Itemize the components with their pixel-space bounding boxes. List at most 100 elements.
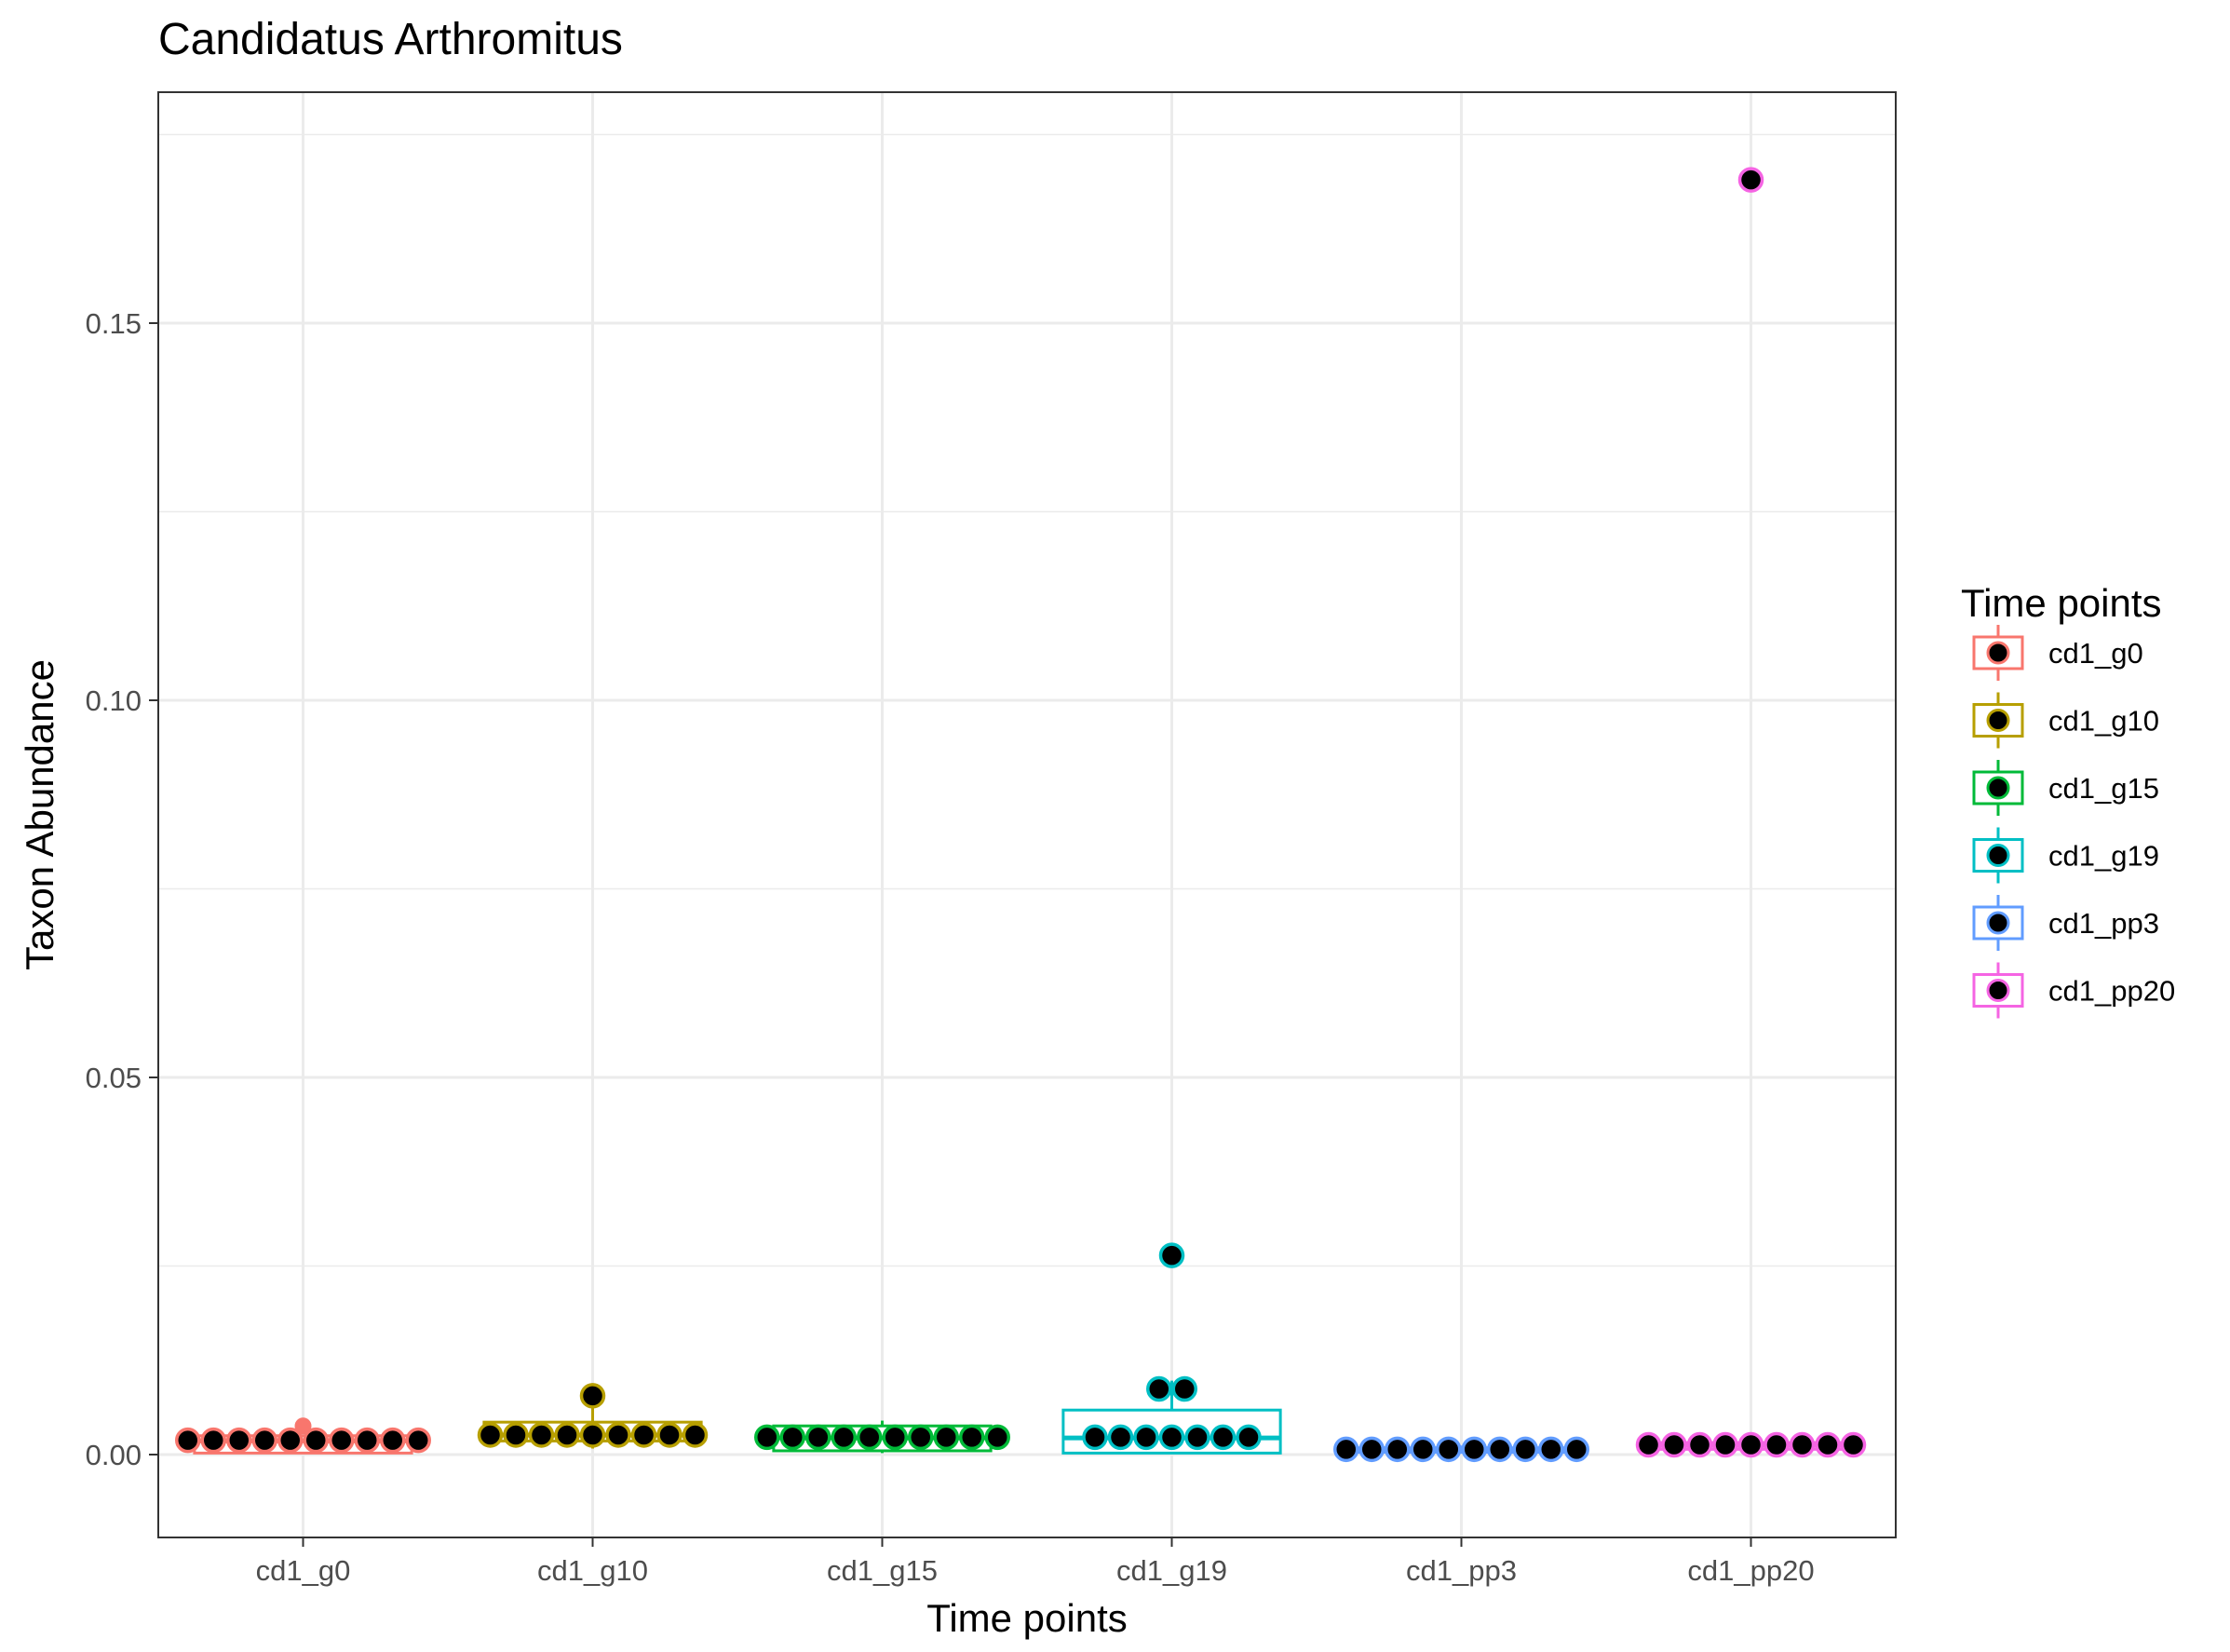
data-point-cd1_g10	[579, 1383, 606, 1409]
legend-item-cd1_g0: cd1_g0	[1972, 625, 2143, 681]
data-point-cd1_g10	[682, 1422, 709, 1448]
x-tick-label: cd1_pp20	[1687, 1554, 1814, 1587]
legend-items: cd1_g0 cd1_g10 cd1_g15 cd1_g19 cd1_pp3 cd1_pp…	[1972, 625, 2175, 1019]
data-point-cd1_g0	[380, 1427, 406, 1454]
data-point-cd1_g0	[329, 1427, 355, 1454]
legend-label: cd1_g19	[2048, 840, 2159, 873]
chart-title: Candidatus Arthromitus	[158, 15, 623, 64]
data-point-cd1_pp3	[1461, 1436, 1487, 1463]
data-point-cd1_g0	[251, 1427, 277, 1454]
y-axis-title: Taxon Abundance	[18, 659, 61, 970]
legend-label: cd1_pp20	[2048, 975, 2175, 1008]
legend-item-cd1_g15: cd1_g15	[1972, 760, 2159, 816]
y-tick-label: 0.10	[86, 684, 142, 717]
legend-key-point	[1986, 641, 2010, 665]
x-tick-label: cd1_g10	[537, 1554, 648, 1587]
data-point-cd1_g19	[1082, 1424, 1108, 1451]
x-tick-label: cd1_g19	[1116, 1554, 1227, 1587]
y-tick-label: 0.15	[86, 307, 142, 340]
legend-item-cd1_g19: cd1_g19	[1972, 827, 2159, 884]
data-point-cd1_g15	[779, 1424, 805, 1451]
data-point-cd1_pp20	[1686, 1431, 1713, 1458]
data-point-cd1_pp20	[1764, 1431, 1790, 1458]
data-point-cd1_g15	[754, 1424, 780, 1451]
data-point-cd1_g0	[200, 1427, 226, 1454]
box-outlier	[294, 1417, 312, 1435]
data-point-cd1_pp20	[1661, 1431, 1687, 1458]
data-point-cd1_g10	[630, 1422, 657, 1448]
data-point-cd1_g0	[405, 1427, 431, 1454]
data-point-cd1_g15	[831, 1424, 857, 1451]
data-point-cd1_pp3	[1410, 1436, 1436, 1463]
data-point-cd1_g19	[1133, 1424, 1159, 1451]
data-point-cd1_pp20	[1789, 1431, 1816, 1458]
data-point-cd1_g15	[805, 1424, 831, 1451]
data-point-cd1_g0	[354, 1427, 380, 1454]
x-tick-label: cd1_pp3	[1406, 1554, 1517, 1587]
x-tick-label: cd1_g15	[827, 1554, 938, 1587]
data-point-cd1_g10	[477, 1422, 504, 1448]
legend-key-point	[1986, 776, 2010, 800]
x-axis: cd1_g0 cd1_g10 cd1_g15 cd1_g19 cd1_pp3 cd1_pp…	[256, 1537, 1815, 1587]
legend-key-point	[1986, 709, 2010, 732]
grid	[158, 92, 1896, 1537]
legend-key-point	[1986, 979, 2010, 1002]
x-axis-title: Time points	[926, 1596, 1128, 1640]
data-point-cd1_pp3	[1538, 1436, 1564, 1463]
legend-label: cd1_g15	[2048, 772, 2159, 805]
data-point-cd1_g15	[908, 1424, 934, 1451]
data-point-cd1_pp20	[1737, 1431, 1764, 1458]
data-points	[175, 167, 1867, 1463]
legend-label: cd1_pp3	[2048, 907, 2159, 940]
x-tick-label: cd1_g0	[256, 1554, 351, 1587]
y-axis: 0.00 0.05 0.10 0.15	[86, 307, 158, 1471]
data-point-cd1_g15	[857, 1424, 883, 1451]
data-point-cd1_g19	[1236, 1424, 1262, 1451]
data-point-cd1_g0	[226, 1427, 252, 1454]
y-tick-label: 0.00	[86, 1439, 142, 1471]
data-point-cd1_pp20	[1737, 167, 1764, 193]
legend-item-cd1_pp20: cd1_pp20	[1972, 962, 2175, 1019]
data-point-cd1_g0	[303, 1427, 329, 1454]
y-tick-label: 0.05	[86, 1062, 142, 1094]
data-point-cd1_pp20	[1635, 1431, 1662, 1458]
legend-item-cd1_g10: cd1_g10	[1972, 692, 2159, 749]
data-point-cd1_pp3	[1385, 1436, 1411, 1463]
data-point-cd1_g19	[1210, 1424, 1237, 1451]
legend: Time points cd1_g0 cd1_g10 cd1_g15 cd1_g19c…	[1961, 581, 2175, 1019]
data-point-cd1_pp3	[1512, 1436, 1538, 1463]
data-point-cd1_g10	[503, 1422, 529, 1448]
legend-label: cd1_g10	[2048, 705, 2159, 738]
data-point-cd1_pp3	[1333, 1436, 1359, 1463]
data-point-cd1_g19	[1184, 1424, 1210, 1451]
data-point-cd1_g10	[579, 1422, 606, 1448]
data-point-cd1_g19	[1146, 1375, 1172, 1402]
data-point-cd1_g19	[1158, 1242, 1185, 1268]
data-point-cd1_pp3	[1487, 1436, 1513, 1463]
data-point-cd1_g10	[528, 1422, 555, 1448]
data-point-cd1_pp20	[1815, 1431, 1841, 1458]
data-point-cd1_g0	[175, 1427, 201, 1454]
panel-background	[158, 92, 1896, 1537]
data-point-cd1_g15	[984, 1424, 1010, 1451]
data-point-cd1_pp20	[1840, 1431, 1867, 1458]
data-point-cd1_g19	[1158, 1424, 1185, 1451]
data-point-cd1_g0	[277, 1427, 304, 1454]
legend-key-point	[1986, 844, 2010, 867]
legend-label: cd1_g0	[2048, 637, 2143, 670]
data-point-cd1_g10	[656, 1422, 683, 1448]
panel-border	[157, 91, 1897, 1538]
data-point-cd1_pp20	[1712, 1431, 1738, 1458]
legend-key-point	[1986, 911, 2010, 935]
data-point-cd1_g10	[554, 1422, 580, 1448]
legend-item-cd1_pp3: cd1_pp3	[1972, 895, 2159, 951]
data-point-cd1_g15	[882, 1424, 908, 1451]
data-point-cd1_g15	[933, 1424, 959, 1451]
data-point-cd1_g10	[605, 1422, 631, 1448]
data-point-cd1_g15	[959, 1424, 985, 1451]
legend-title: Time points	[1961, 581, 2162, 625]
data-point-cd1_pp3	[1358, 1436, 1385, 1463]
data-point-cd1_g19	[1171, 1375, 1197, 1402]
data-point-cd1_pp3	[1563, 1436, 1589, 1463]
